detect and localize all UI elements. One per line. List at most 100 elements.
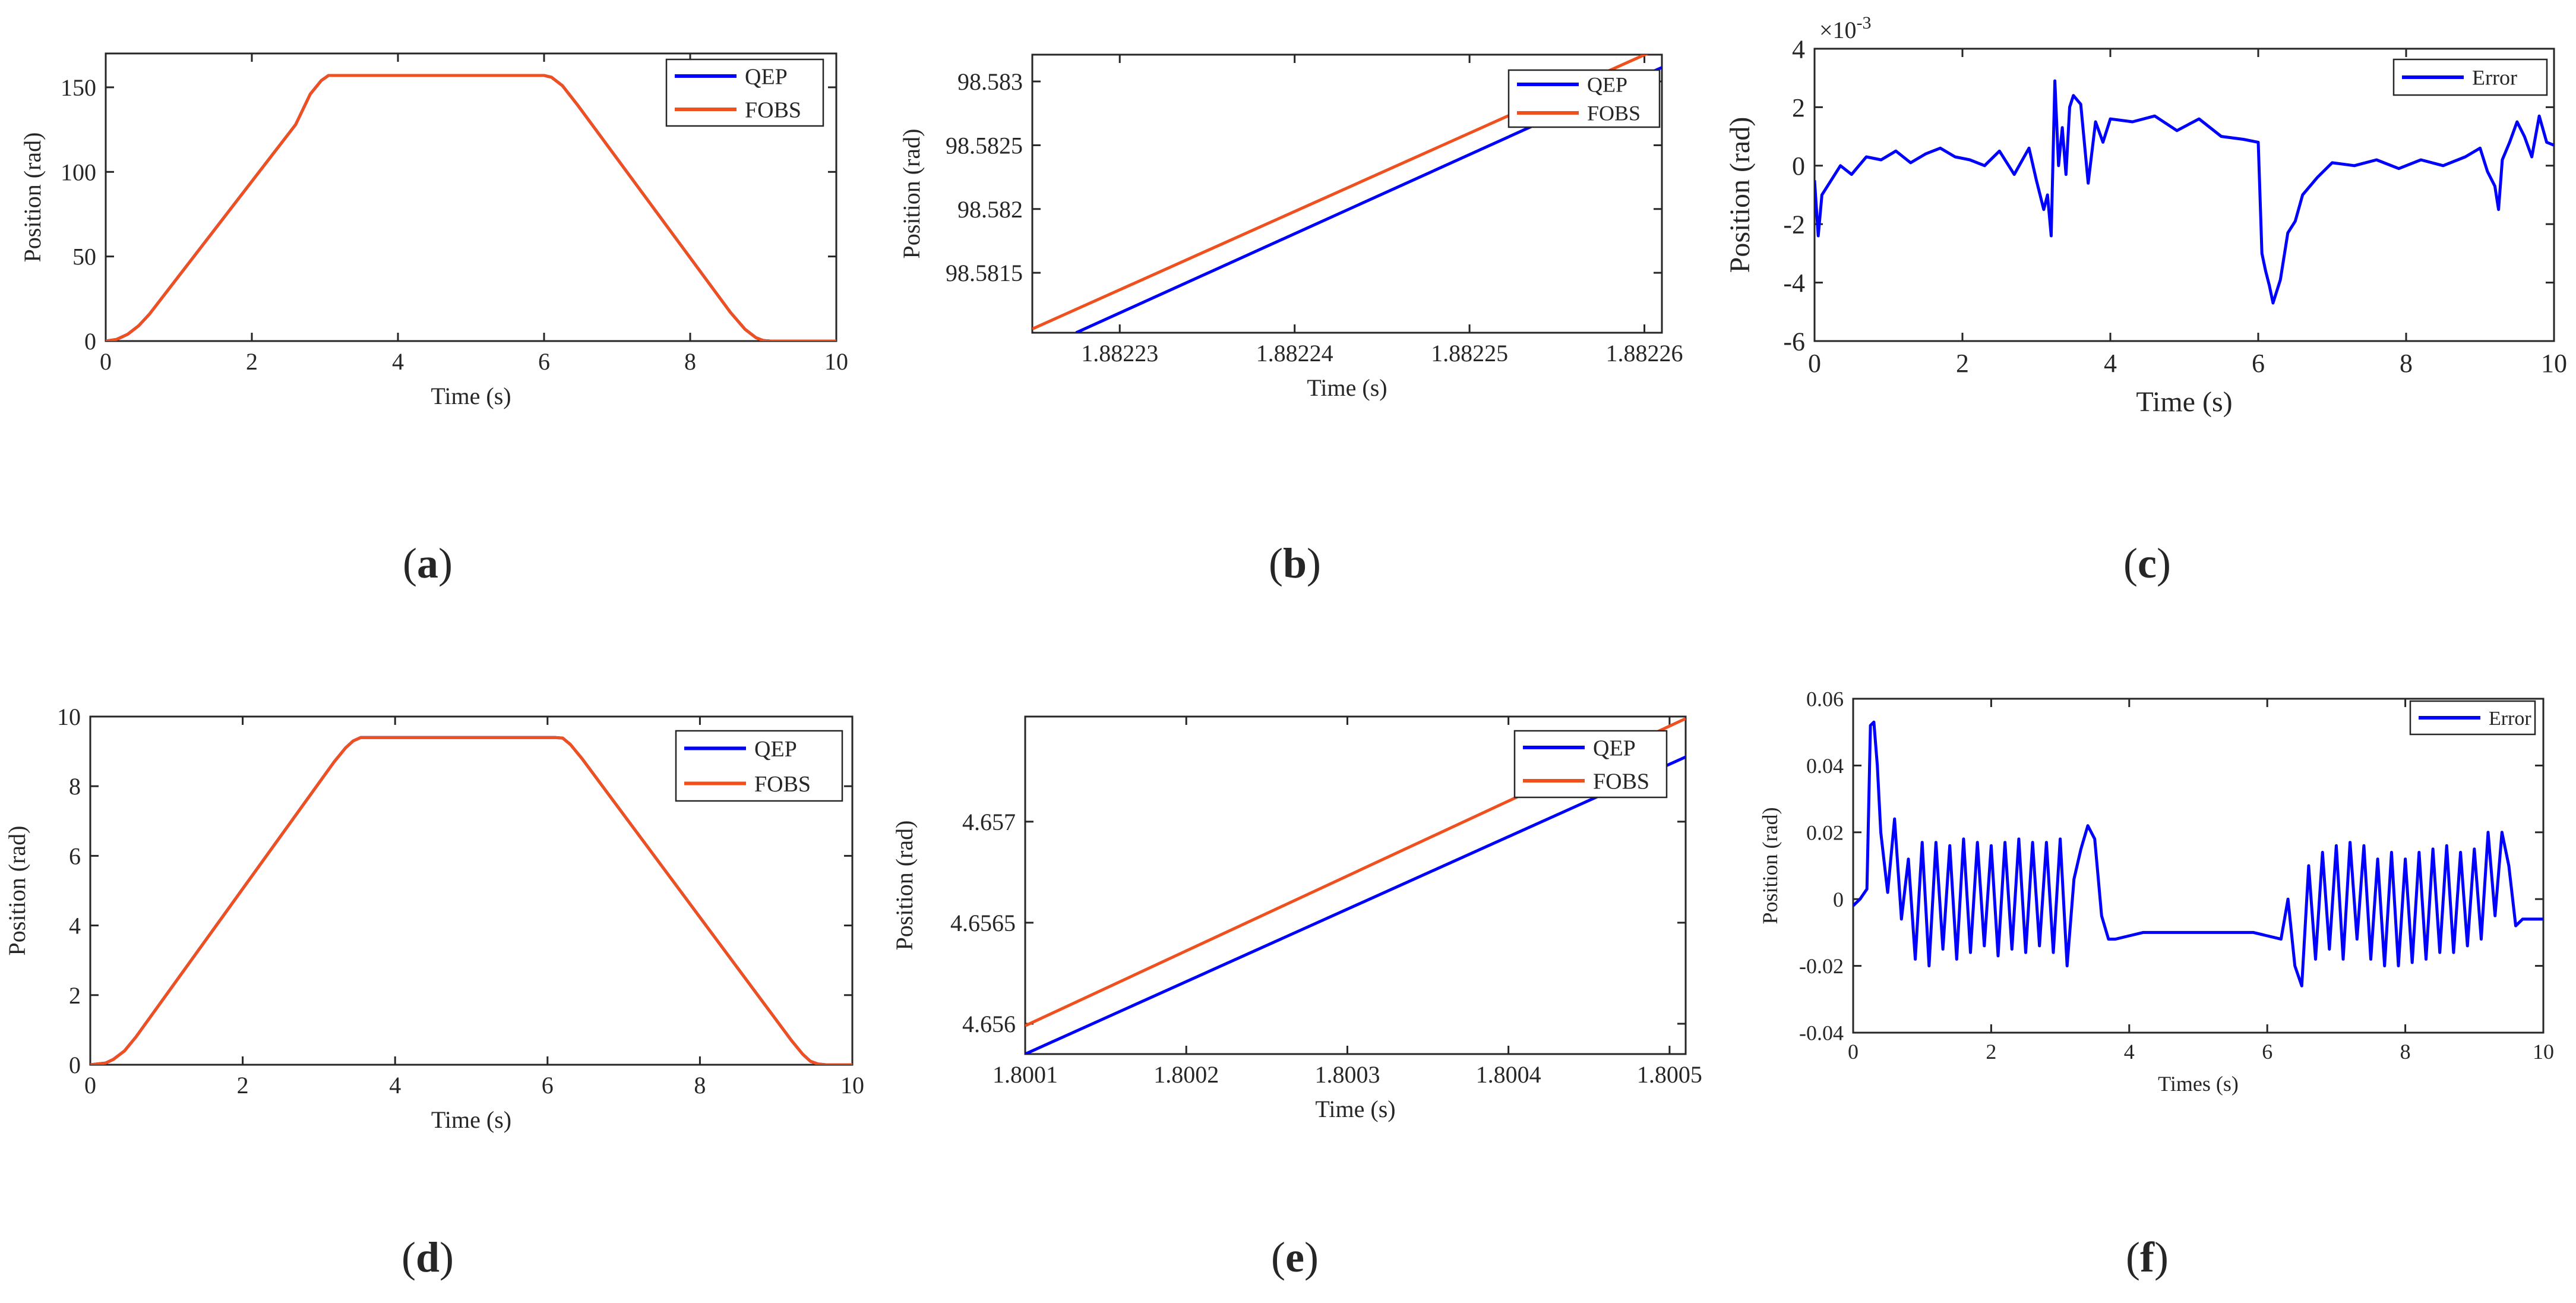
y-tick-label: 0.06 [1806,687,1844,711]
legend-label-fobs: FOBS [754,772,811,797]
x-tick-label: 1.8005 [1637,1061,1702,1088]
y-tick-label: 4.656 [962,1011,1016,1037]
y-tick-label: 0 [84,328,96,355]
y-tick-label: 50 [72,244,96,270]
y-axis-label: Position (rad) [19,132,46,263]
y-tick-label: -6 [1783,327,1805,356]
y-tick-label: 4 [69,913,81,939]
y-tick-label: 0 [1833,888,1844,911]
series-line-fobs [106,74,836,341]
legend-box [675,730,843,802]
x-tick-label: 8 [694,1072,706,1099]
legend-box [665,58,824,127]
y-tick-label: 98.583 [957,68,1023,95]
y-tick-label: 98.582 [957,196,1023,223]
y-tick-label: -0.02 [1799,954,1844,978]
y-tick-label: 10 [57,703,81,730]
x-tick-label: 10 [2541,349,2567,378]
y-tick-label: -4 [1783,269,1805,298]
legend: QEP FOBS [1507,69,1661,128]
y-tick-label: 0 [69,1052,81,1078]
caption-text: (b) [1269,540,1321,587]
legend-label-error: Error [2472,66,2517,90]
x-tick-label: 6 [542,1072,554,1099]
legend-box [1513,730,1668,799]
y-tick-label: 98.5815 [946,260,1023,286]
legend-label-fobs: FOBS [1593,769,1649,794]
legend-box [1507,69,1661,128]
x-tick-label: 1.8004 [1476,1061,1541,1088]
x-tick-label: 4 [2124,1040,2135,1064]
x-tick-label: 2 [237,1072,249,1099]
y-tick-label: 8 [69,773,81,800]
x-tick-label: 0 [84,1072,96,1099]
x-tick-label: 8 [2400,349,2413,378]
panel-caption: (c) [2123,540,2171,587]
legend-label-fobs: FOBS [1587,102,1641,125]
caption-text: (a) [403,540,453,587]
x-tick-label: 1.88226 [1606,340,1683,367]
panel-caption: (b) [1269,540,1321,587]
x-tick-label: 2 [1956,349,1969,378]
x-tick-label: 10 [840,1072,864,1099]
y-axis-label: Position (rad) [891,821,918,951]
x-axis-label: Time (s) [431,1106,511,1133]
y-tick-label: 150 [61,74,96,101]
x-tick-label: 1.88225 [1431,340,1508,367]
series-group [106,74,836,341]
y-tick-label: 0.04 [1806,754,1844,778]
y-tick-label: 0 [1792,152,1805,181]
y-axis-label: Position (rad) [1724,117,1756,273]
chart-panel-d: 0 2 4 6 8 10 0 2 4 6 8 10 Time (s) Position (rad) QEP F… [4,703,864,1281]
x-tick-label: 0 [1848,1040,1858,1064]
legend: QEP FOBS [665,58,824,127]
caption-text: (c) [2123,540,2171,587]
x-tick-label: 4 [392,348,404,375]
panel-caption: (f) [2126,1233,2169,1281]
legend-label-qep: QEP [754,737,797,762]
legend-label-qep: QEP [745,64,788,89]
legend: QEP FOBS [1513,730,1668,799]
series-line-fobs [90,736,852,1065]
series-line-error [1853,720,2543,987]
x-tick-label: 6 [2252,349,2265,378]
x-tick-label: 8 [2400,1040,2411,1064]
y-tick-label: 4.6565 [950,910,1016,936]
x-tick-label: 8 [684,348,696,375]
y-exponent-label: ×10-3 [1819,13,1872,43]
y-tick-label: 4 [1792,34,1805,64]
y-tick-label: 0.02 [1806,821,1844,844]
y-tick-label: 2 [69,982,81,1009]
legend: QEP FOBS [675,730,843,802]
plot-frame [1813,48,2555,342]
x-tick-label: 4 [389,1072,401,1099]
legend: Error [2392,58,2548,96]
x-tick-label: 2 [1986,1040,1996,1064]
series-line-error [1815,79,2554,305]
panel-caption: (a) [403,540,453,587]
x-tick-label: 1.8003 [1314,1061,1380,1088]
chart-panel-f: 0 2 4 6 8 10 -0.04 -0.02 0 0.02 0.04 0.06 Times (s) P… [1758,687,2554,1281]
y-tick-label: 6 [69,843,81,869]
chart-panel-b: 1.88223 1.88224 1.88225 1.88226 98.5815 98.58… [898,53,1683,587]
x-tick-label: 0 [100,348,112,375]
chart-panel-c: 0 2 4 6 8 10 -6 -4 -2 0 2 4 Time (s) Position (rad) ×1… [1724,13,2567,587]
x-tick-label: 6 [2262,1040,2272,1064]
panel-caption: (e) [1271,1233,1319,1281]
series-group [1815,79,2554,305]
series-line-qep [1025,755,1686,1054]
y-tick-label: 2 [1792,93,1805,122]
x-tick-label: 2 [246,348,258,375]
x-tick-label: 0 [1808,349,1821,378]
y-tick-label: 4.657 [962,809,1016,835]
x-tick-label: 6 [538,348,550,375]
x-tick-label: 10 [824,348,848,375]
caption-text: (e) [1271,1233,1319,1281]
series-group [1853,720,2543,987]
y-axis-label: Position (rad) [4,826,30,956]
panel-caption: (d) [402,1233,454,1281]
series-group [90,736,852,1065]
chart-panel-e: 1.8001 1.8002 1.8003 1.8004 1.8005 4.656 4.656… [891,715,1702,1281]
